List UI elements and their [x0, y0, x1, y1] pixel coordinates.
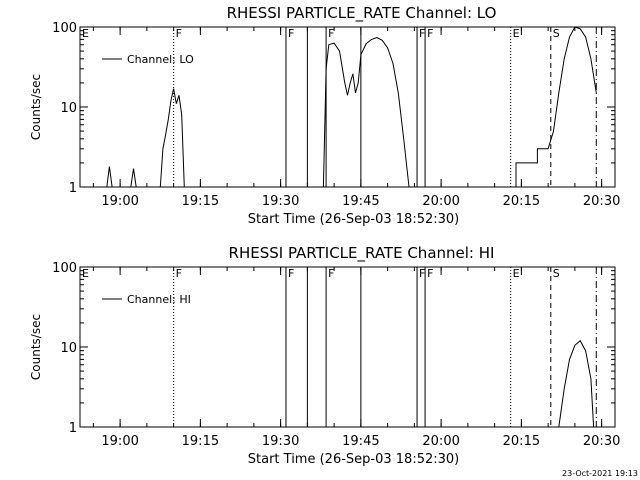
event-marker-label: F: [427, 27, 433, 40]
y-tick-label: 10: [60, 101, 77, 116]
y-tick-label: 100: [52, 261, 77, 276]
event-marker-label: E: [82, 27, 89, 40]
x-tick-label: 19:15: [182, 434, 219, 449]
x-tick-label: 19:00: [101, 194, 138, 209]
series-line-segment: [558, 339, 595, 428]
x-tick-label: 19:45: [342, 194, 379, 209]
series-line-segment: [322, 36, 410, 188]
event-marker-label: F: [328, 27, 334, 40]
event-marker-label: E: [82, 267, 89, 280]
x-axis-label: Start Time (26-Sep-03 18:52:30): [248, 212, 459, 227]
series-line-segment: [106, 166, 113, 188]
y-tick-label: 1: [69, 421, 77, 436]
event-marker-label: F: [419, 27, 425, 40]
event-marker-label: S: [553, 267, 560, 280]
event-marker-label: E: [513, 267, 520, 280]
x-tick-label: 20:30: [583, 194, 620, 209]
plot-timestamp: 23-Oct-2021 19:13: [562, 469, 638, 478]
y-tick-label: 100: [52, 21, 77, 36]
legend-label: Channel: HI: [127, 293, 191, 306]
x-tick-label: 19:00: [101, 434, 138, 449]
chart-title: RHESSI PARTICLE_RATE Channel: HI: [229, 244, 495, 263]
x-tick-label: 20:00: [422, 194, 459, 209]
series-line-segment: [130, 168, 137, 188]
y-axis-label: Counts/sec: [29, 314, 43, 380]
event-marker-label: F: [328, 267, 334, 280]
x-tick-label: 19:30: [262, 434, 299, 449]
y-tick-label: 10: [60, 341, 77, 356]
event-marker-label: F: [176, 267, 182, 280]
plot-frame: [79, 266, 616, 428]
event-marker-label: F: [176, 27, 182, 40]
x-axis-label: Start Time (26-Sep-03 18:52:30): [248, 452, 459, 467]
panel-hi-channel: RHESSI PARTICLE_RATE Channel: HI 19:00 19:…: [29, 244, 620, 467]
x-tick-label: 19:45: [342, 434, 379, 449]
chart-title: RHESSI PARTICLE_RATE Channel: LO: [227, 4, 497, 23]
x-tick-label: 20:15: [503, 434, 540, 449]
x-tick-label: 19:30: [262, 194, 299, 209]
x-tick-label: 20:30: [583, 434, 620, 449]
legend-label: Channel: LO: [127, 53, 194, 66]
event-marker-label: F: [419, 267, 425, 280]
y-axis-label: Counts/sec: [29, 74, 43, 140]
panel-lo-channel: RHESSI PARTICLE_RATE Channel: LO 19:00 19:…: [29, 4, 620, 227]
x-tick-label: 19:15: [182, 194, 219, 209]
y-tick-label: 1: [69, 181, 77, 196]
event-marker-label: F: [288, 267, 294, 280]
x-tick-label: 20:00: [422, 434, 459, 449]
event-marker-label: F: [288, 27, 294, 40]
series-line-segment: [159, 88, 185, 188]
series-line-segment: [510, 26, 597, 188]
event-marker-label: S: [553, 27, 560, 40]
event-marker-label: E: [513, 27, 520, 40]
x-tick-label: 20:15: [503, 194, 540, 209]
event-marker-label: F: [427, 267, 433, 280]
